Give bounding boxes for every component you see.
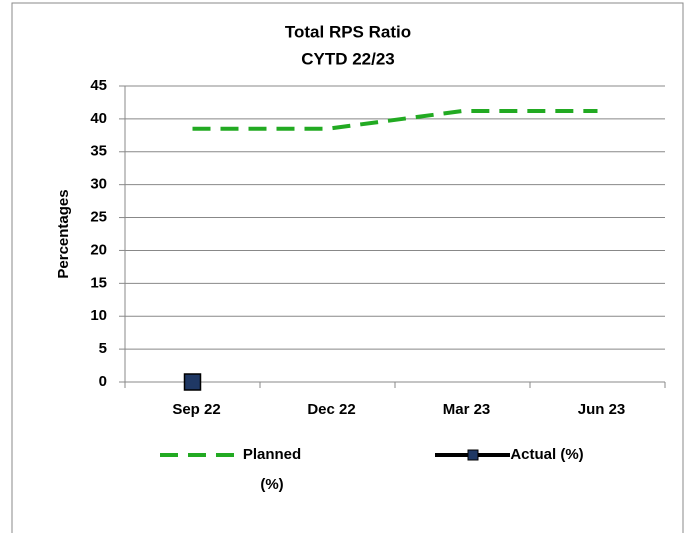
y-tick-label: 5	[99, 340, 107, 357]
y-tick-label: 40	[90, 110, 107, 127]
legend-item: Actual (%)	[510, 446, 584, 463]
legend-marker	[467, 449, 479, 461]
legend-item: Planned (%)	[242, 446, 302, 493]
y-tick-label: 25	[90, 209, 107, 226]
chart-border	[11, 2, 684, 538]
y-tick-label: 45	[90, 77, 107, 94]
y-tick-label: 0	[99, 373, 107, 390]
y-tick-label: 15	[90, 274, 107, 291]
series-marker	[183, 373, 202, 391]
y-tick-label: 30	[90, 176, 107, 193]
x-tick-label: Dec 22	[307, 401, 355, 418]
x-tick-label: Sep 22	[172, 401, 220, 418]
y-tick-label: 20	[90, 241, 107, 258]
chart-title: Total RPS Ratio	[285, 22, 411, 41]
series-line	[192, 108, 598, 131]
y-tick-label: 35	[90, 143, 107, 160]
chart-subtitle: CYTD 22/23	[301, 49, 395, 68]
y-axis-label: Percentages	[55, 189, 72, 278]
x-tick-label: Jun 23	[578, 401, 626, 418]
legend-label: Actual (%)	[510, 446, 584, 463]
legend-label: Planned (%)	[242, 446, 302, 493]
x-tick-label: Mar 23	[443, 401, 491, 418]
y-tick-label: 10	[90, 307, 107, 324]
